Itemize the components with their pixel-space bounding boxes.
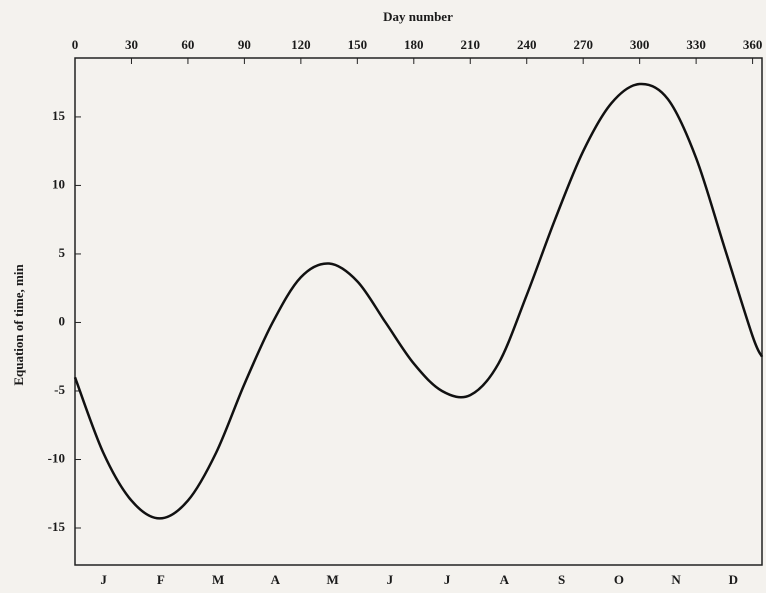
y-tick-label: -5 [54, 382, 65, 397]
month-label: S [558, 572, 565, 587]
x-tick-label: 360 [743, 37, 763, 52]
month-label: J [444, 572, 451, 587]
month-label: J [100, 572, 107, 587]
curve [73, 82, 764, 520]
x-tick-label: 330 [686, 37, 706, 52]
month-label: N [671, 572, 681, 587]
x-tick-label: 270 [573, 37, 593, 52]
x-tick-label: 180 [404, 37, 424, 52]
x-tick-label: 30 [125, 37, 138, 52]
month-label: M [212, 572, 224, 587]
x-tick-label: 300 [630, 37, 650, 52]
y-tick-label: -15 [48, 519, 66, 534]
x-tick-label: 240 [517, 37, 537, 52]
x-tick-label: 210 [461, 37, 481, 52]
y-tick-label: -10 [48, 450, 65, 465]
month-label: O [614, 572, 624, 587]
x-tick-label: 0 [72, 37, 79, 52]
y-tick-label: 15 [52, 108, 66, 123]
month-label: M [326, 572, 338, 587]
y-tick-label: 0 [59, 313, 66, 328]
x-tick-label: 120 [291, 37, 311, 52]
x-tick-label: 150 [348, 37, 368, 52]
month-label: A [271, 572, 281, 587]
y-tick-label: 10 [52, 176, 65, 191]
plot-frame [74, 57, 763, 566]
month-label: A [500, 572, 510, 587]
y-tick-label: 5 [59, 245, 66, 260]
y-axis-title: Equation of time, min [11, 264, 26, 386]
month-label: J [387, 572, 394, 587]
x-tick-label: 90 [238, 37, 251, 52]
x-tick-label: 60 [181, 37, 194, 52]
month-label: F [157, 572, 165, 587]
x-axis-title: Day number [383, 9, 453, 24]
month-label: D [729, 572, 738, 587]
